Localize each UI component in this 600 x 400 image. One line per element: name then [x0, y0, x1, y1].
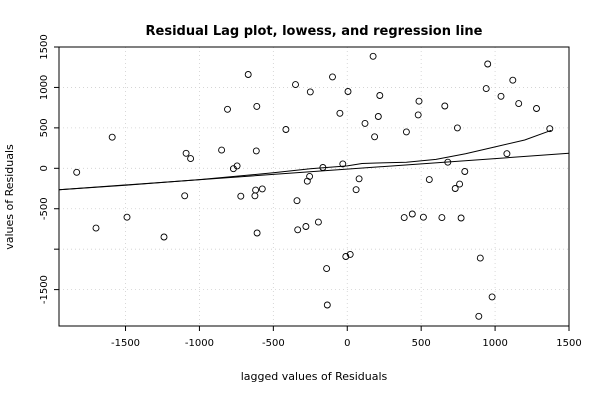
data-point	[293, 197, 301, 205]
data-point	[425, 176, 433, 184]
data-point	[503, 150, 511, 158]
data-point	[181, 192, 189, 200]
data-point	[282, 126, 290, 133]
data-point	[497, 92, 505, 100]
data-point	[123, 213, 131, 221]
data-point	[342, 253, 350, 260]
fit-lines	[58, 129, 570, 191]
data-point	[546, 125, 554, 133]
data-point	[329, 73, 336, 81]
data-point	[515, 100, 523, 108]
data-point	[187, 155, 195, 163]
data-point	[533, 105, 540, 112]
data-point	[244, 71, 252, 78]
data-point	[484, 60, 492, 68]
data-point	[475, 312, 483, 320]
data-point	[182, 149, 190, 157]
x-tick-label-4: 500	[412, 338, 431, 349]
chart-title: Residual Lag plot, lowess, and regressio…	[146, 24, 483, 39]
data-point	[251, 192, 259, 200]
data-point	[369, 52, 377, 60]
x-axis-label: lagged values of Residuals	[241, 370, 388, 383]
data-point	[415, 97, 423, 105]
data-point	[294, 226, 302, 234]
x-axis: -1500 -1000 -500 0 500 1000 1500	[111, 326, 582, 349]
data-point	[252, 147, 260, 155]
regression-line	[58, 152, 570, 191]
y-tick-label-4: 500	[39, 118, 50, 137]
data-point	[160, 233, 168, 241]
data-point	[314, 218, 322, 226]
data-point	[108, 133, 116, 141]
data-point	[302, 223, 310, 230]
y-tick-label-3: 0	[39, 165, 50, 171]
x-tick-label-6: 1500	[556, 338, 581, 349]
data-point	[414, 111, 422, 119]
data-point	[237, 192, 245, 200]
y-tick-label-0: -1500	[39, 275, 50, 304]
y-axis-label: values of Residuals	[3, 144, 16, 250]
data-point	[451, 185, 459, 192]
data-point	[344, 88, 352, 95]
data-point	[374, 113, 382, 120]
data-point	[453, 124, 461, 132]
data-point	[252, 186, 260, 194]
data-point	[482, 85, 490, 93]
data-point	[476, 254, 484, 262]
y-tick-label-5: 1000	[39, 75, 50, 100]
data-point	[402, 128, 410, 136]
x-tick-label-1: -1000	[185, 338, 214, 349]
data-point	[92, 224, 100, 232]
data-point	[438, 214, 446, 222]
data-point	[488, 293, 496, 301]
data-point	[306, 88, 314, 96]
data-point	[371, 133, 379, 141]
data-point	[509, 76, 517, 84]
y-tick-label-2: -500	[39, 197, 50, 220]
data-point	[352, 186, 360, 194]
data-point	[419, 213, 427, 221]
data-point	[461, 168, 469, 175]
data-point	[361, 119, 369, 127]
x-tick-label-0: -1500	[111, 338, 140, 349]
data-point	[408, 210, 416, 218]
data-point	[457, 214, 465, 222]
data-point	[253, 102, 261, 110]
y-axis: -1500 -500 0 500 1000 1500	[39, 34, 59, 304]
data-points	[73, 52, 554, 320]
x-tick-label-3: 0	[344, 338, 350, 349]
y-tick-label-6: 1500	[39, 34, 50, 59]
data-point	[218, 146, 226, 154]
data-point	[319, 164, 327, 171]
data-point	[292, 81, 299, 89]
data-point	[456, 180, 464, 188]
data-point	[336, 109, 344, 117]
data-point	[73, 168, 81, 176]
data-point	[323, 265, 331, 273]
data-point	[323, 301, 331, 309]
data-point	[339, 160, 347, 168]
data-point	[400, 214, 408, 222]
x-tick-label-5: 1000	[482, 338, 507, 349]
data-point	[224, 105, 231, 113]
x-tick-label-2: -500	[262, 338, 285, 349]
data-point	[253, 229, 261, 237]
data-point	[233, 162, 241, 170]
data-point	[258, 185, 266, 193]
data-point	[306, 172, 314, 180]
plot-frame	[58, 46, 570, 327]
data-point	[376, 92, 384, 99]
data-point	[355, 175, 363, 183]
grid	[59, 47, 569, 326]
data-point	[444, 158, 452, 166]
data-point	[441, 102, 449, 110]
data-point	[346, 250, 354, 258]
